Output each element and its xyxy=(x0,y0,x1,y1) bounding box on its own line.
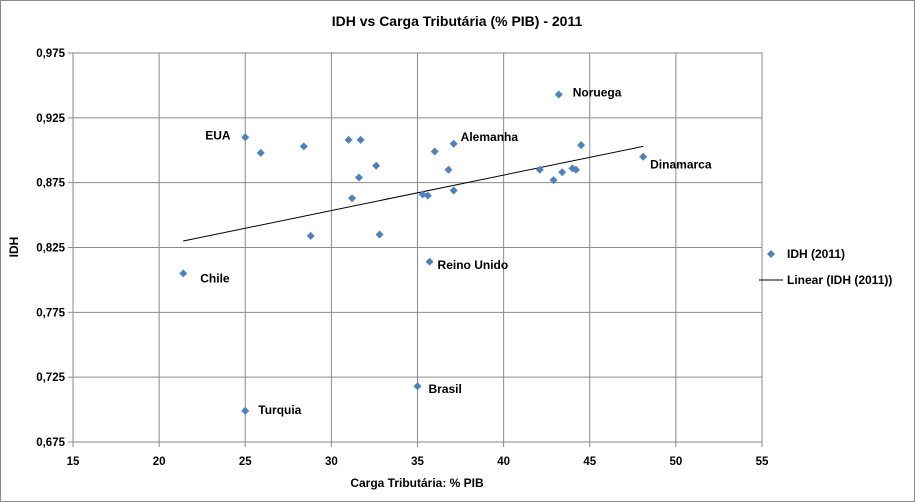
chart-title: IDH vs Carga Tributária (% PIB) - 2011 xyxy=(332,13,583,29)
data-point xyxy=(299,142,308,151)
grid-lines xyxy=(73,53,762,442)
data-point xyxy=(354,173,363,182)
point-label-brasil: Brasil xyxy=(429,382,462,396)
legend: IDH (2011) Linear (IDH (2011)) xyxy=(759,247,892,287)
y-tick-label: 0,725 xyxy=(36,372,65,384)
x-tick-label: 30 xyxy=(325,456,338,468)
x-tick-label: 15 xyxy=(67,456,80,468)
x-tick-label: 50 xyxy=(669,456,682,468)
data-point xyxy=(549,176,558,185)
data-point xyxy=(375,230,384,239)
data-point xyxy=(449,186,458,195)
x-tick-label: 25 xyxy=(239,456,252,468)
y-axis-ticks: 0,675 0,725 0,775 0,825 0,875 0,925 0,975 xyxy=(36,48,73,449)
data-point xyxy=(241,133,250,142)
data-point xyxy=(356,135,365,144)
trendline xyxy=(183,145,644,242)
point-label-dinamarca: Dinamarca xyxy=(650,158,712,172)
data-point xyxy=(449,139,458,148)
legend-label-linear: Linear (IDH (2011)) xyxy=(787,273,892,287)
data-point xyxy=(306,231,315,240)
x-tick-label: 20 xyxy=(153,456,166,468)
x-axis-ticks: 15 20 25 30 35 40 45 50 55 xyxy=(67,442,769,468)
y-tick-label: 0,825 xyxy=(36,243,65,255)
data-point xyxy=(344,135,353,144)
point-labels: EUA Alemanha Noruega Dinamarca Reino Unido Ch… xyxy=(200,85,712,416)
point-label-eua: EUA xyxy=(205,128,231,142)
y-axis-title: IDH xyxy=(7,237,21,258)
data-point xyxy=(348,194,357,203)
legend-label-idh: IDH (2011) xyxy=(787,247,845,261)
linear-trendline xyxy=(183,145,644,242)
data-point xyxy=(241,406,250,415)
data-point xyxy=(535,165,544,174)
data-point xyxy=(256,148,265,157)
data-point xyxy=(558,168,567,177)
legend-marker-idh xyxy=(767,250,775,258)
x-tick-label: 40 xyxy=(497,456,510,468)
y-tick-label: 0,875 xyxy=(36,178,65,190)
data-point xyxy=(423,191,432,200)
y-tick-label: 0,675 xyxy=(36,437,65,449)
data-point xyxy=(425,257,434,266)
point-label-chile: Chile xyxy=(200,271,230,285)
data-points xyxy=(179,90,648,415)
data-point xyxy=(571,165,580,174)
data-point xyxy=(577,141,586,150)
point-label-reino-unido: Reino Unido xyxy=(438,258,509,272)
point-label-noruega: Noruega xyxy=(573,85,622,99)
y-tick-label: 0,975 xyxy=(36,48,65,60)
x-tick-label: 45 xyxy=(583,456,596,468)
data-point xyxy=(639,152,648,161)
x-tick-label: 35 xyxy=(411,456,424,468)
point-label-turquia: Turquia xyxy=(258,403,301,417)
data-point xyxy=(430,147,439,156)
data-point xyxy=(444,165,453,174)
x-tick-label: 55 xyxy=(756,456,769,468)
data-point xyxy=(179,269,188,278)
data-point xyxy=(413,382,422,391)
data-point xyxy=(372,161,381,170)
x-axis-title: Carga Tributária: % PIB xyxy=(350,476,484,490)
point-label-alemanha: Alemanha xyxy=(461,130,519,144)
y-tick-label: 0,925 xyxy=(36,113,65,125)
y-tick-label: 0,775 xyxy=(36,307,65,319)
data-point xyxy=(554,90,563,99)
